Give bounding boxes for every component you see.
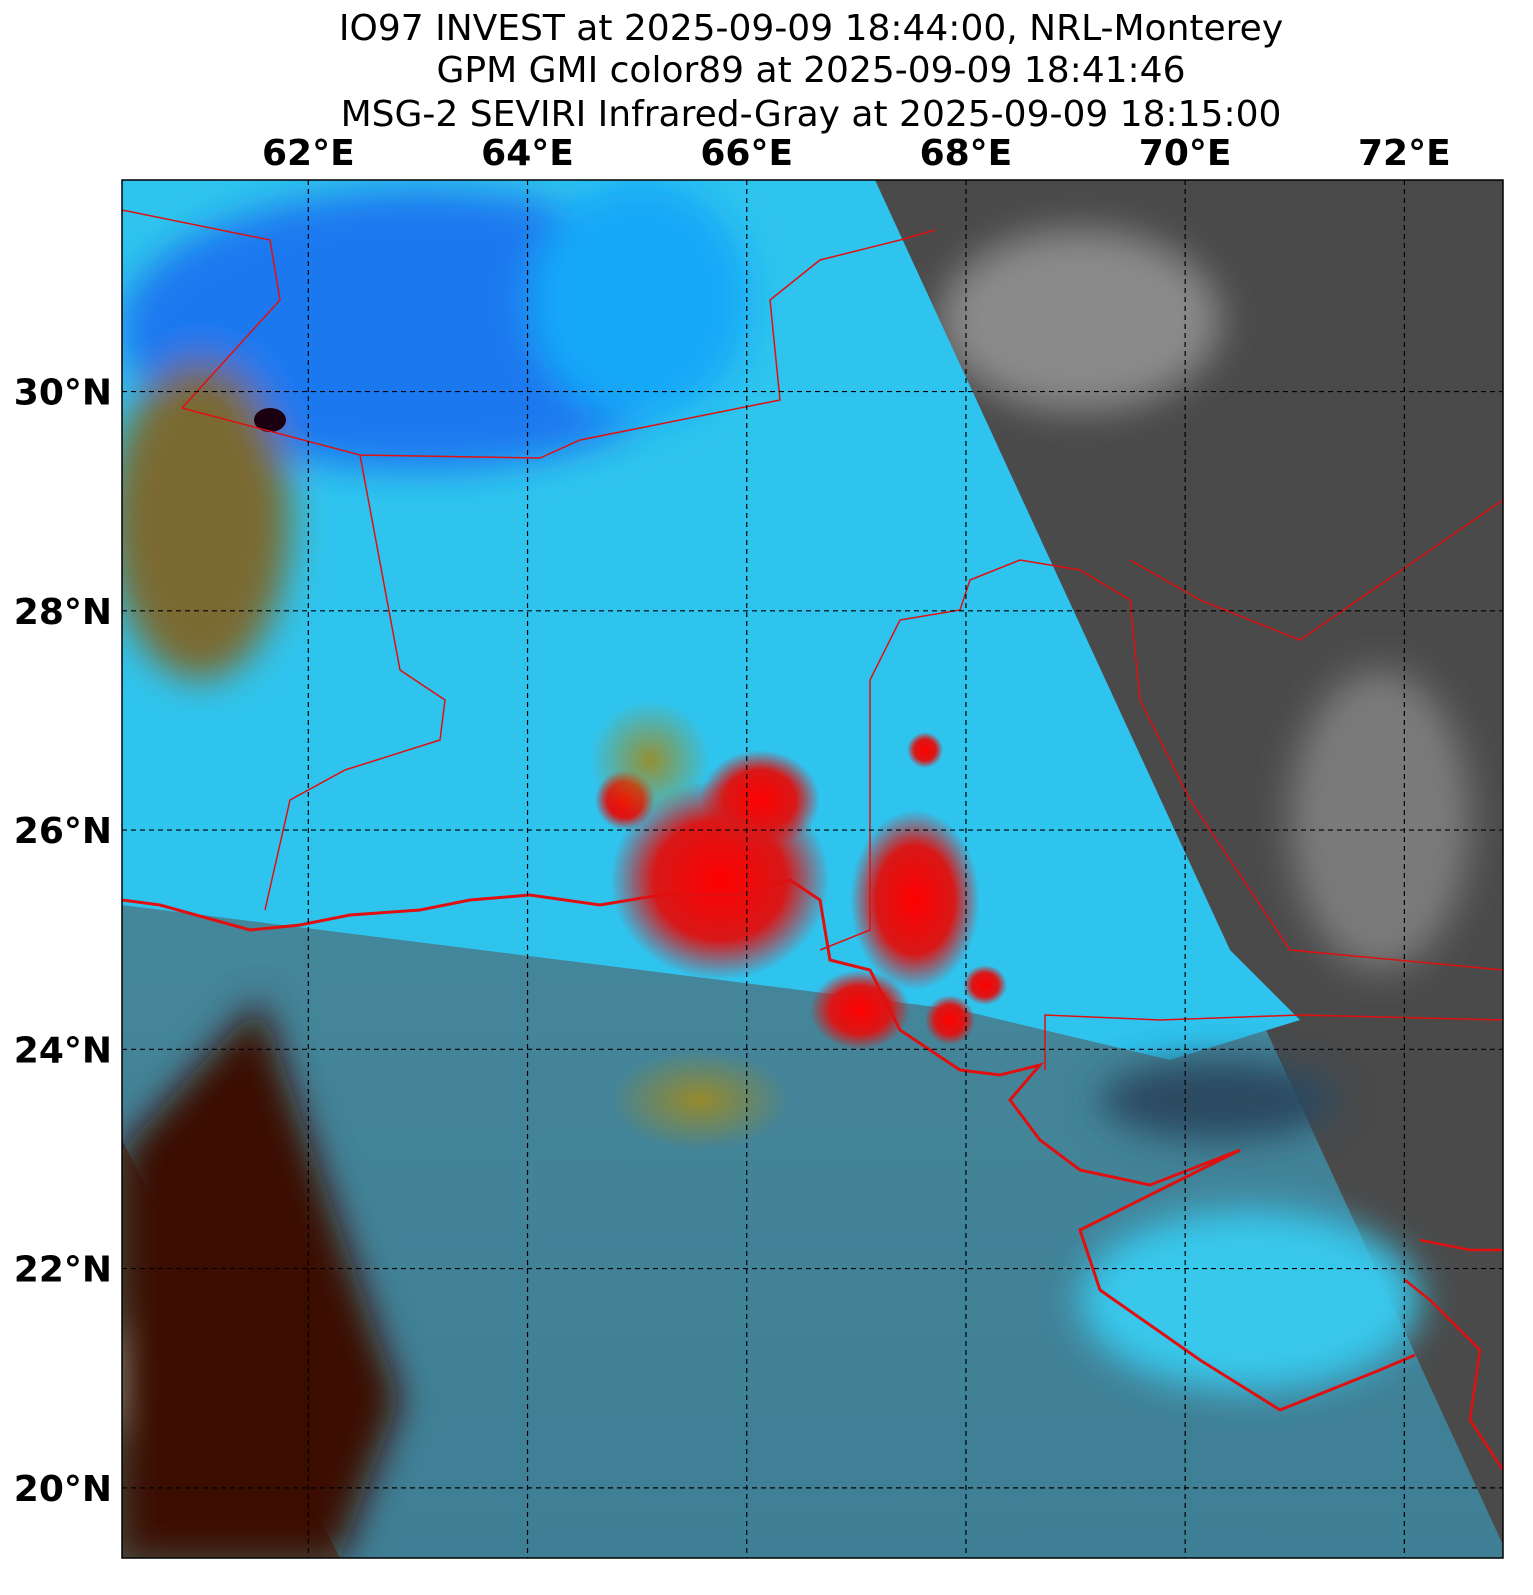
x-tick-label: 70°E <box>1139 133 1232 174</box>
x-tick-label: 66°E <box>700 133 793 174</box>
y-tick-label: 28°N <box>14 592 112 633</box>
graticule <box>122 180 1503 1558</box>
imagery <box>122 180 1503 1558</box>
title-line: GPM GMI color89 at 2025-09-09 18:41:46 <box>437 50 1186 91</box>
x-tick-label: 62°E <box>262 133 355 174</box>
y-tick-label: 22°N <box>14 1250 112 1291</box>
swath-features <box>122 180 1420 1558</box>
y-tick-label: 24°N <box>14 1030 112 1071</box>
dark-spot <box>254 408 286 432</box>
x-tick-label: 72°E <box>1358 133 1451 174</box>
x-tick-label: 68°E <box>920 133 1013 174</box>
borders <box>122 209 1503 1471</box>
y-tick-label: 26°N <box>14 811 112 852</box>
y-tick-label: 30°N <box>14 373 112 414</box>
title-line: MSG-2 SEVIRI Infrared-Gray at 2025-09-09… <box>341 94 1282 135</box>
map-frame <box>121 179 1504 1559</box>
y-tick-label: 20°N <box>14 1469 112 1510</box>
title-line: IO97 INVEST at 2025-09-09 18:44:00, NRL-… <box>339 8 1283 49</box>
x-tick-label: 64°E <box>481 133 574 174</box>
